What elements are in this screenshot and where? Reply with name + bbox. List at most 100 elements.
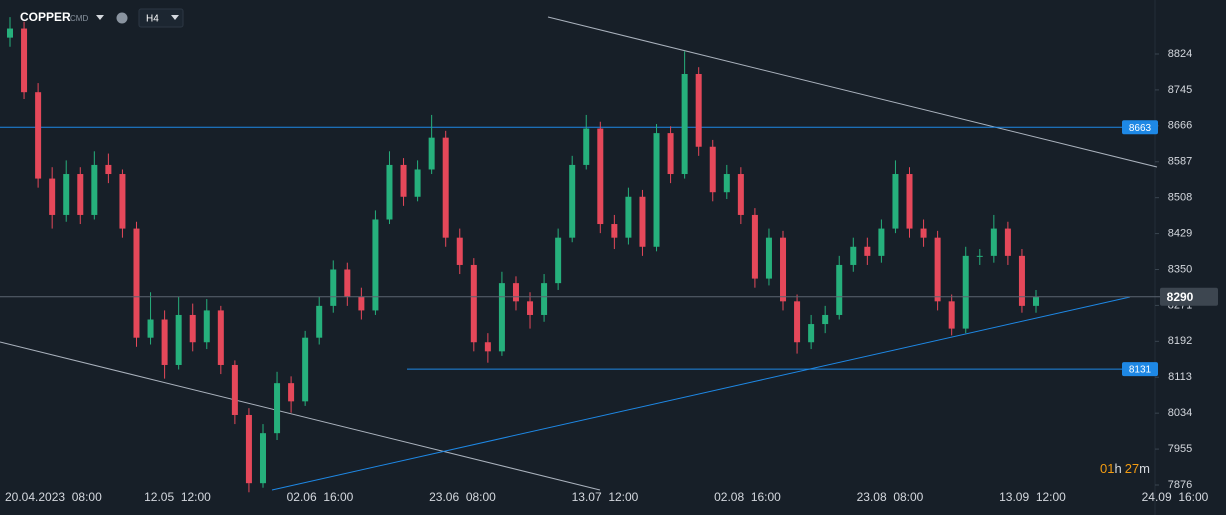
dropdown-caret[interactable] — [96, 15, 104, 20]
trend-line[interactable] — [547, 16, 1158, 168]
candle-body — [428, 137, 435, 170]
candle-body — [63, 174, 70, 215]
timeframe-box[interactable] — [138, 8, 184, 28]
candle-body — [358, 296, 365, 311]
candle-body — [1018, 255, 1025, 306]
candle-body — [7, 28, 13, 38]
candle-body — [21, 28, 28, 93]
candle-body — [372, 219, 379, 311]
y-tick-label: 8034 — [1168, 407, 1192, 419]
candle-body — [512, 283, 519, 302]
candle-body — [723, 174, 730, 193]
x-tick-label: 23.06 08:00 — [429, 490, 496, 504]
y-tick-label: 8113 — [1168, 371, 1192, 383]
y-tick-label: 8745 — [1168, 84, 1192, 96]
candle-body — [77, 174, 84, 215]
countdown: 01h 27m — [1100, 461, 1150, 476]
level-label-box — [1122, 120, 1158, 135]
candle-body — [864, 246, 871, 256]
candle-body — [231, 364, 238, 415]
trend-line[interactable] — [0, 341, 601, 491]
level-label: 8131 — [1129, 365, 1152, 376]
y-tick-label: 7876 — [1168, 479, 1192, 491]
x-tick-label: 23.08 08:00 — [857, 490, 924, 504]
candle-body — [597, 128, 604, 225]
candle-body — [484, 342, 491, 352]
y-tick-label: 8587 — [1168, 156, 1192, 168]
candle-body — [203, 310, 210, 343]
candle-body — [737, 174, 744, 215]
candle-body — [147, 319, 154, 338]
candle-body — [878, 228, 885, 256]
candle-body — [105, 164, 112, 175]
candle-body — [583, 128, 590, 165]
candle-body — [695, 74, 702, 147]
y-tick-label: 8192 — [1168, 335, 1192, 347]
x-tick-label: 12.05 12:00 — [144, 490, 211, 504]
x-tick-label: 13.09 12:00 — [999, 490, 1066, 504]
candle-body — [316, 305, 323, 338]
candle-body — [639, 196, 646, 247]
candle-body — [288, 383, 295, 402]
last-price-box — [1160, 287, 1218, 306]
timer-hours: 01 — [1100, 461, 1114, 476]
x-tick-label: 24.09 16:00 — [1142, 490, 1209, 504]
x-tick-label: 13.07 12:00 — [572, 490, 639, 504]
info-icon[interactable] — [116, 12, 128, 24]
timer-h: h — [1114, 461, 1121, 476]
symbol[interactable]: COPPER — [20, 10, 71, 24]
y-tick-label: 7955 — [1168, 443, 1192, 455]
trend-line[interactable] — [271, 296, 1131, 491]
candle-body — [906, 174, 913, 229]
timer-minutes: 27 — [1125, 461, 1139, 476]
candle-body — [625, 196, 632, 238]
candle-body — [1004, 228, 1011, 256]
candle-body — [35, 92, 42, 179]
y-tick-label: 8350 — [1168, 263, 1192, 275]
candle-body — [119, 174, 126, 229]
timer-m: m — [1139, 461, 1150, 476]
candle-body — [161, 319, 168, 365]
candle-body — [414, 169, 421, 197]
candle-body — [611, 224, 618, 238]
candle-body — [836, 264, 843, 315]
market: CMD — [70, 14, 88, 23]
candle-body — [569, 164, 576, 238]
candle-body — [541, 283, 548, 315]
candle-body — [920, 228, 927, 238]
candle-body — [217, 310, 224, 365]
candle-body — [765, 237, 772, 279]
candle-body — [470, 264, 477, 343]
y-tick-label: 8429 — [1168, 227, 1192, 239]
candle-body — [133, 228, 140, 338]
candle-body — [808, 324, 815, 343]
x-tick-label: 20.04.2023 08:00 — [5, 490, 102, 504]
candle-body — [892, 174, 899, 229]
candle-body — [976, 255, 983, 257]
x-tick-label: 02.08 16:00 — [714, 490, 781, 504]
candle-body — [948, 301, 955, 329]
candle-body — [934, 237, 941, 302]
candle-body — [274, 383, 281, 434]
candle-body — [667, 133, 674, 175]
candle-body — [302, 337, 309, 402]
candle-body — [91, 164, 98, 215]
candle-body — [400, 164, 407, 197]
level-label: 8663 — [1129, 123, 1152, 134]
candle-body — [259, 433, 266, 484]
candle-body — [456, 237, 463, 265]
candle-body — [442, 137, 449, 238]
candle-body — [780, 237, 787, 302]
candle-body — [330, 269, 337, 306]
timeframe[interactable]: H4 — [146, 14, 159, 25]
dropdown-caret[interactable] — [171, 15, 179, 20]
candle-body — [527, 301, 534, 315]
candle-body — [990, 228, 997, 256]
candle-body — [653, 133, 660, 247]
candle-body — [681, 74, 688, 175]
candle-body — [498, 283, 505, 352]
candle-body — [850, 246, 857, 265]
candle-body — [751, 214, 758, 279]
